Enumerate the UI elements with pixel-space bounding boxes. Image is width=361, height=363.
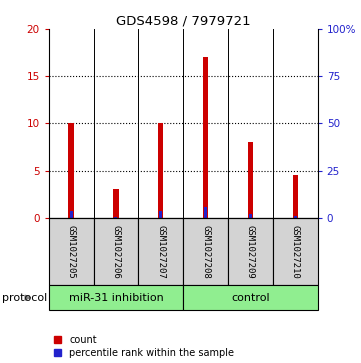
Bar [159,211,162,218]
Bar [93,218,138,285]
Bar [203,57,208,218]
Text: GSM1027210: GSM1027210 [291,224,300,278]
Bar [113,189,119,218]
Text: GSM1027207: GSM1027207 [156,224,165,278]
Bar [138,218,183,285]
Bar [69,123,74,218]
Bar [294,216,297,218]
Text: GSM1027205: GSM1027205 [67,224,76,278]
Legend: count, percentile rank within the sample: count, percentile rank within the sample [53,335,234,358]
Title: GDS4598 / 7979721: GDS4598 / 7979721 [116,15,251,28]
Text: GSM1027208: GSM1027208 [201,224,210,278]
Bar [249,214,252,218]
Bar [49,218,93,285]
Text: GSM1027209: GSM1027209 [246,224,255,278]
Bar [228,218,273,285]
Bar [183,218,228,285]
Bar [248,142,253,218]
Text: GSM1027206: GSM1027206 [112,224,121,278]
Text: miR-31 inhibition: miR-31 inhibition [69,293,163,303]
Bar [158,123,164,218]
Text: protocol: protocol [2,293,47,303]
Bar [183,285,318,310]
Bar [273,218,318,285]
Bar [70,211,73,218]
Bar [114,217,117,218]
Bar [49,285,183,310]
Text: control: control [231,293,270,303]
Bar [292,175,298,218]
Bar [204,207,207,218]
